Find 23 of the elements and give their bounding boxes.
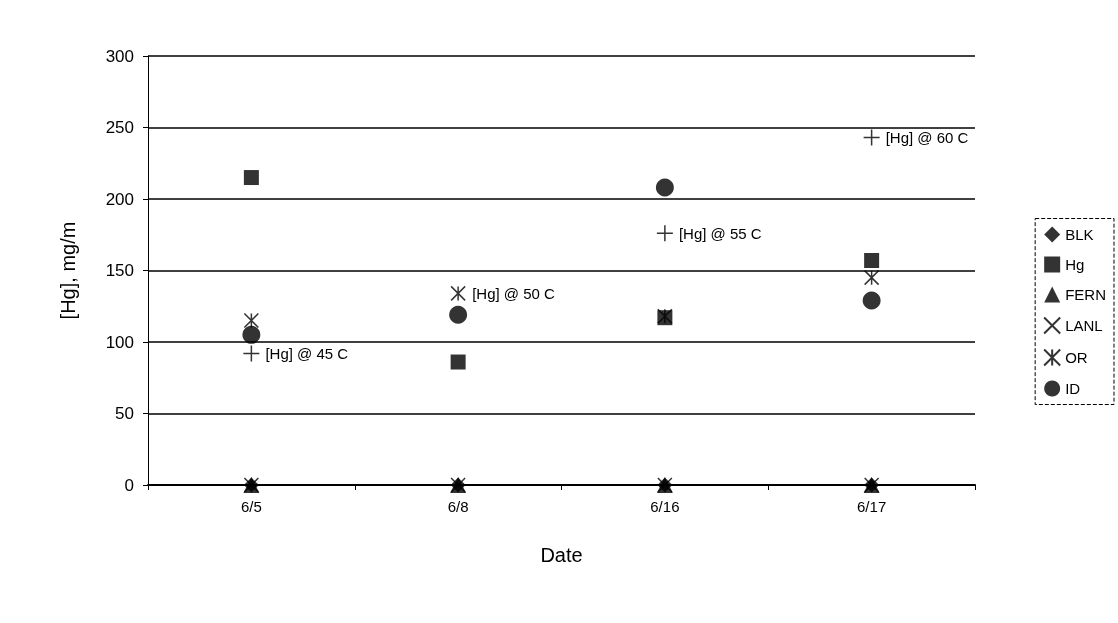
- annotation: [Hg] @ 50 C: [472, 284, 556, 302]
- y-tick-label: 250: [105, 118, 134, 137]
- legend-label: ID: [1065, 380, 1081, 397]
- x-tick-label: 6/5: [240, 498, 262, 515]
- y-tick-label: 150: [105, 261, 134, 280]
- annotation: [Hg] @ 45 C: [265, 344, 349, 362]
- legend-label: OR: [1065, 349, 1088, 366]
- legend-label: FERN: [1065, 286, 1107, 303]
- x-tick-label: 6/8: [447, 498, 469, 515]
- annotation: [Hg] @ 55 C: [678, 224, 762, 242]
- y-tick-label: 300: [105, 46, 134, 66]
- x-tick-label: 6/17: [857, 498, 887, 515]
- x-tick-label: 6/16: [650, 498, 680, 515]
- legend-label: BLK: [1065, 226, 1094, 243]
- y-tick-label: 200: [105, 189, 134, 209]
- legend-label: Hg: [1065, 256, 1085, 273]
- y-tick-label: 100: [105, 332, 134, 352]
- x-axis-title: Date: [540, 544, 583, 566]
- legend-label: LANL: [1065, 317, 1103, 334]
- y-axis-title: [Hg], mg/m: [57, 221, 79, 320]
- y-tick-label: 0: [124, 475, 134, 495]
- y-tick-label: 50: [115, 404, 134, 423]
- annotation: [Hg] @ 60 C: [885, 129, 969, 147]
